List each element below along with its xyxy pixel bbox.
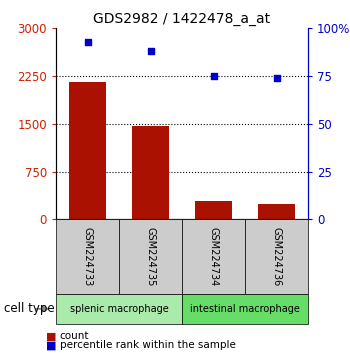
Point	[148, 48, 153, 54]
Point	[85, 39, 90, 45]
Text: GSM224736: GSM224736	[272, 227, 281, 286]
Bar	[258, 204, 295, 219]
Text: count: count	[60, 331, 89, 341]
Point	[274, 75, 279, 81]
Text: ■: ■	[46, 340, 56, 350]
Bar	[195, 201, 232, 219]
Text: GSM224735: GSM224735	[146, 227, 155, 286]
Text: splenic macrophage: splenic macrophage	[70, 304, 168, 314]
Text: ■: ■	[46, 331, 56, 341]
Title: GDS2982 / 1422478_a_at: GDS2982 / 1422478_a_at	[93, 12, 271, 26]
Text: intestinal macrophage: intestinal macrophage	[190, 304, 300, 314]
Text: cell type: cell type	[4, 302, 54, 315]
Text: GSM224733: GSM224733	[83, 227, 92, 286]
Text: percentile rank within the sample: percentile rank within the sample	[60, 340, 235, 350]
Bar	[69, 82, 106, 219]
Point	[211, 73, 216, 79]
Text: GSM224734: GSM224734	[209, 227, 218, 286]
Bar	[132, 126, 169, 219]
